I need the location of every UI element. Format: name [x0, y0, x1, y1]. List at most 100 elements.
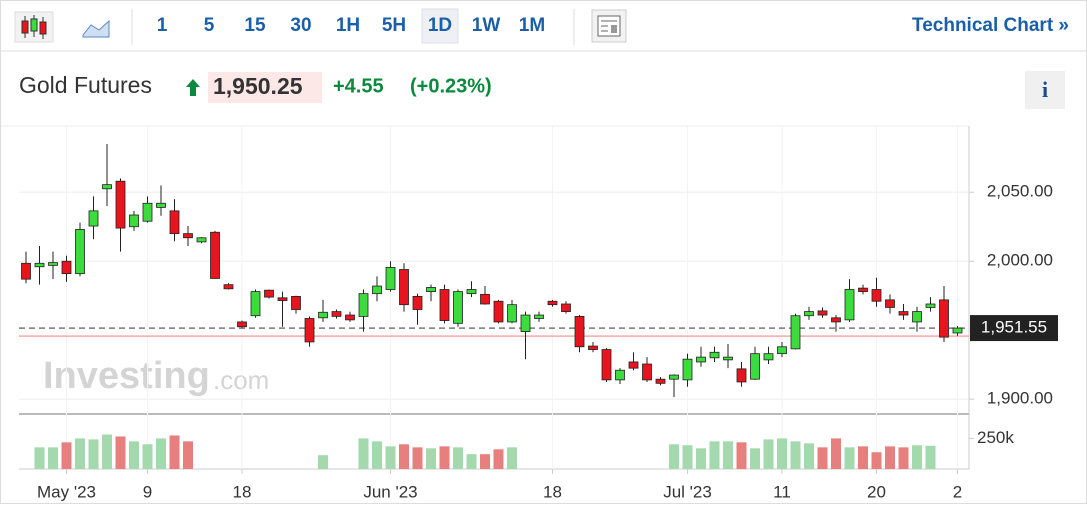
candle-body	[817, 310, 828, 316]
candle-body	[480, 293, 490, 305]
volume-bar	[75, 438, 85, 469]
price-bg	[208, 72, 322, 103]
candle-body	[844, 289, 855, 321]
volume-bar	[480, 454, 490, 469]
volume-bar	[736, 442, 747, 469]
candle-body	[642, 363, 652, 381]
interval-active-bg	[421, 8, 459, 44]
volume-bar	[777, 438, 787, 469]
candle-body	[102, 184, 112, 190]
candle-body	[777, 346, 787, 355]
volume-bar	[318, 455, 328, 469]
candle-body	[669, 374, 679, 380]
candle-icon[interactable]	[14, 11, 54, 43]
interval-button[interactable]: 1H	[336, 15, 360, 36]
candle-body	[871, 289, 882, 302]
volume-bar	[372, 441, 382, 469]
candle-body	[183, 233, 193, 239]
volume-bar	[385, 446, 396, 469]
candle-body	[412, 296, 423, 310]
candle-body	[601, 349, 612, 381]
interval-button[interactable]: 5	[204, 15, 215, 36]
candle-body	[115, 180, 126, 229]
candle-body	[723, 356, 733, 361]
volume-bar	[844, 447, 855, 469]
interval-button[interactable]: 1M	[519, 15, 545, 36]
technical-chart-link[interactable]: Technical Chart »	[912, 15, 1069, 36]
candle-body	[223, 284, 234, 290]
candle-body	[426, 287, 436, 292]
candle-body	[345, 314, 355, 321]
candle-body	[507, 304, 517, 323]
volume-bar	[898, 447, 909, 469]
volume-bar	[129, 441, 139, 469]
candle-body	[858, 287, 868, 292]
volume-bar	[115, 436, 126, 469]
change: +4.55	[333, 75, 384, 97]
y-tick-label: 2,000.00	[987, 251, 1053, 270]
watermark-brand: Investing	[43, 355, 210, 397]
news-icon[interactable]	[591, 9, 627, 43]
volume-bar	[723, 441, 733, 469]
instrument-name: Gold Futures	[19, 72, 152, 98]
volume-bar	[102, 434, 112, 469]
candle-body	[358, 293, 369, 317]
candle-body	[453, 291, 463, 324]
volume-bar	[709, 441, 720, 469]
candle-body	[912, 311, 922, 323]
candle-body	[61, 260, 72, 275]
candle-body	[318, 311, 328, 319]
candle-body	[628, 361, 639, 369]
candle-body	[304, 318, 315, 343]
candle-body	[615, 369, 625, 381]
candle-body	[534, 314, 544, 319]
x-tick-label: Jul '23	[663, 482, 712, 501]
interval-button[interactable]: 1D	[428, 15, 452, 36]
volume-bar	[61, 442, 72, 469]
info-label: i	[1042, 77, 1048, 102]
volume-bar	[763, 439, 774, 469]
volume-bar	[466, 454, 477, 469]
change-pct: (+0.23%)	[410, 75, 492, 97]
y2-tick-label: 250k	[977, 428, 1014, 447]
interval-button[interactable]: 1	[157, 15, 168, 36]
line-icon[interactable]	[82, 19, 110, 38]
candle-body	[493, 300, 504, 323]
candle-body	[655, 378, 666, 384]
candle-body	[750, 353, 760, 380]
volume-bar	[925, 445, 936, 469]
volume-bar	[48, 447, 58, 469]
info-button[interactable]	[1025, 71, 1065, 109]
candle-body	[129, 214, 139, 228]
volume-bar	[804, 443, 814, 469]
volume-bar	[696, 448, 706, 469]
interval-button[interactable]: 1W	[472, 15, 501, 36]
candle-body	[885, 299, 895, 308]
volume-bar	[682, 445, 693, 469]
x-tick-label: May '23	[37, 482, 96, 501]
interval-button[interactable]: 30	[290, 15, 311, 36]
volume-bar	[412, 447, 423, 469]
candle-body	[547, 300, 558, 306]
candle-body	[331, 311, 342, 317]
volume-bar	[831, 438, 841, 469]
up-arrow	[186, 79, 200, 96]
candle-body	[709, 351, 720, 359]
x-tick-label: 2	[953, 482, 962, 501]
candle-body	[682, 358, 693, 381]
candle-body	[291, 296, 301, 310]
x-tick-label: 18	[233, 482, 252, 501]
volume-bar	[817, 447, 828, 469]
candle-body	[48, 262, 58, 266]
interval-button[interactable]: 5H	[382, 15, 406, 36]
candle-body	[264, 289, 274, 298]
candle-body	[466, 289, 477, 295]
candle-body	[210, 231, 220, 279]
volume-bar	[156, 438, 166, 469]
volume-bar	[871, 452, 882, 469]
candle-body	[763, 353, 774, 361]
interval-button[interactable]: 15	[244, 15, 266, 36]
candle-body	[736, 368, 747, 383]
